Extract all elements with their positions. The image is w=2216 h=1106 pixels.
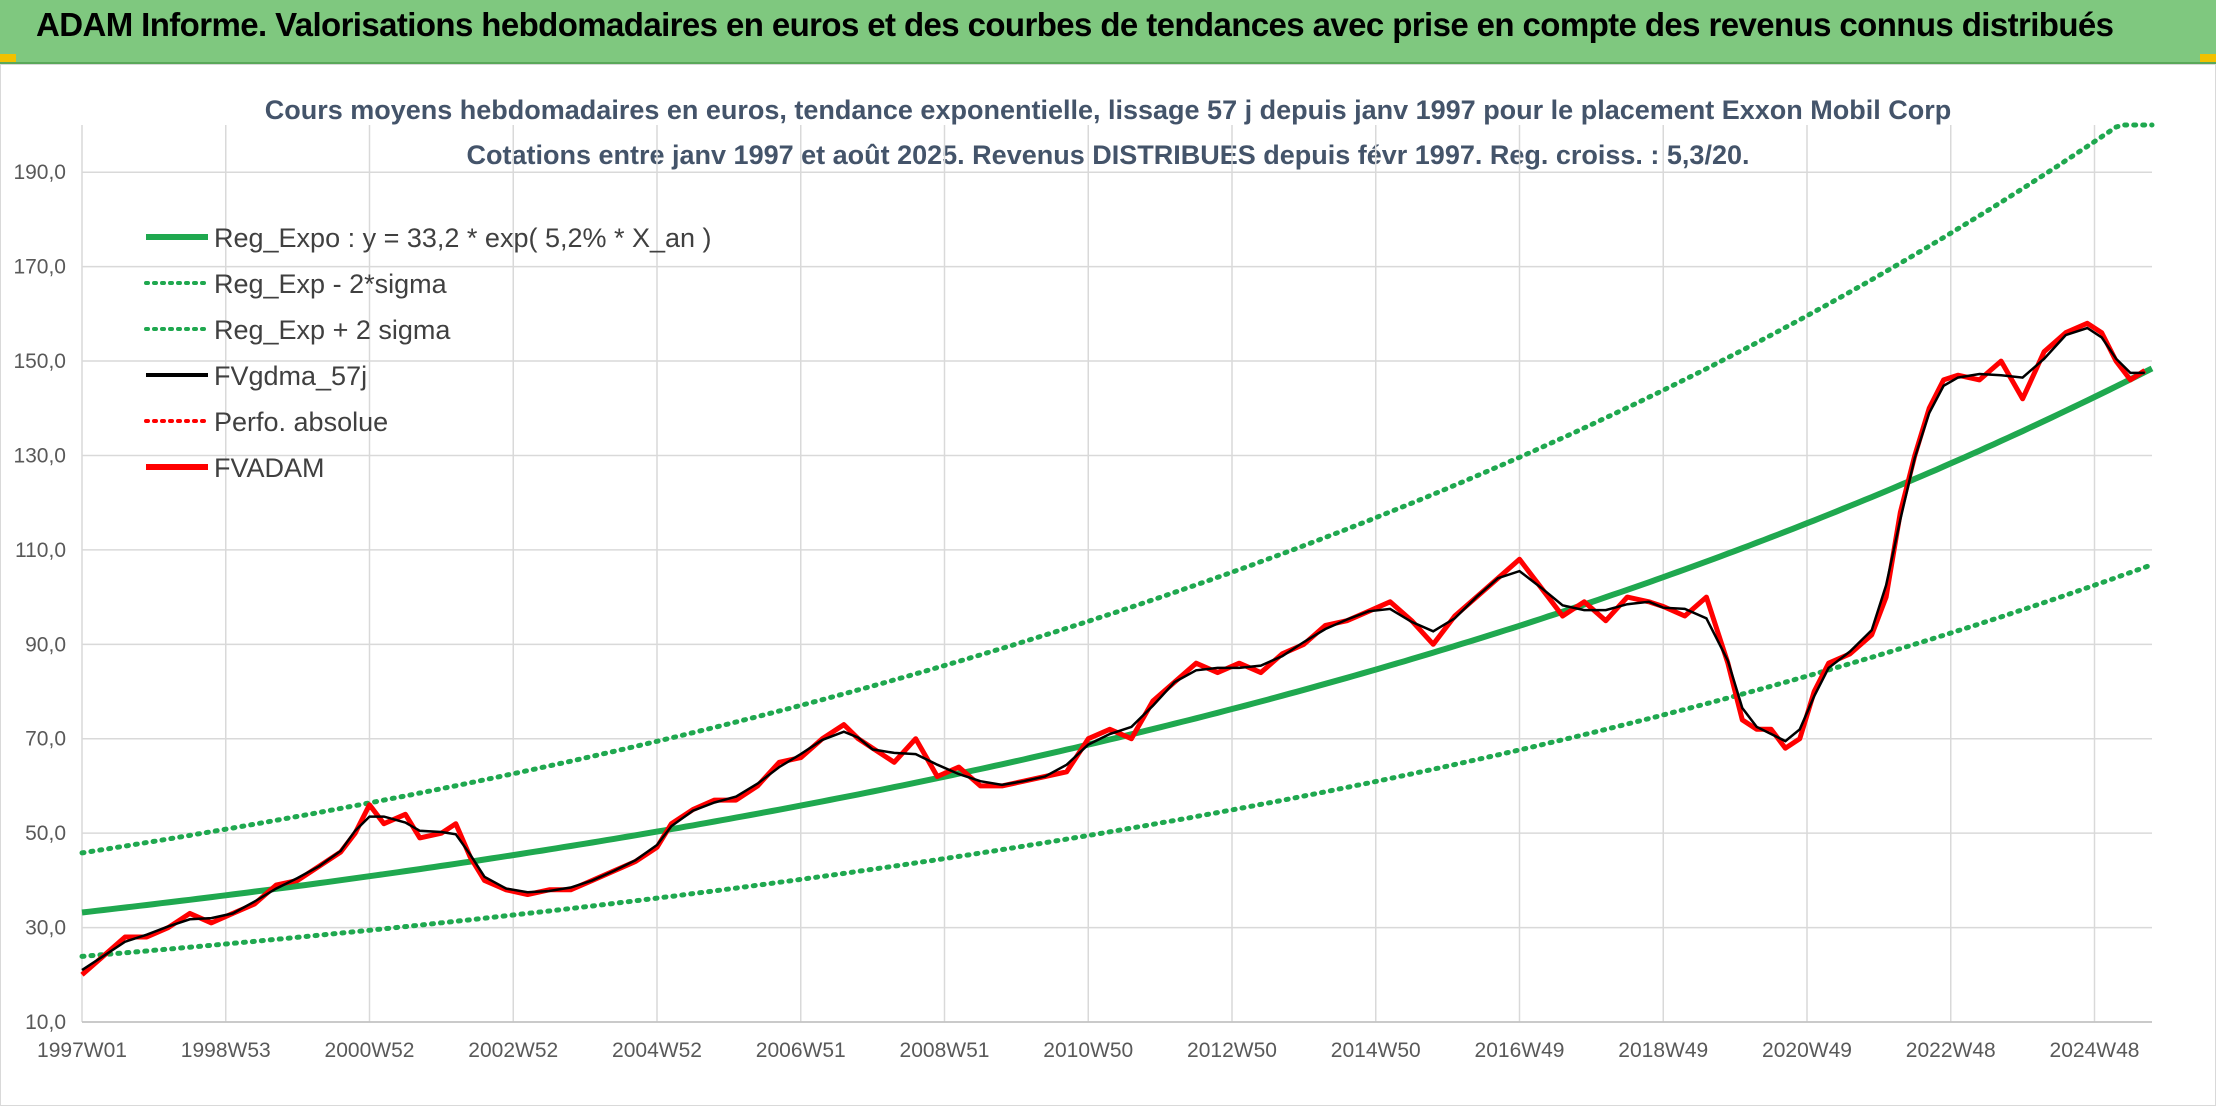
- y-tick-label: 190,0: [13, 161, 66, 184]
- legend-label: Reg_Expo : y = 33,2 * exp( 5,2% * X_an ): [214, 223, 712, 253]
- legend-label: Reg_Exp + 2 sigma: [214, 315, 451, 345]
- y-tick-label: 110,0: [15, 539, 66, 562]
- fvadam-line: [80, 320, 2147, 977]
- reg-expo-line: [81, 365, 2154, 916]
- corner-mark-right: [2200, 54, 2216, 62]
- x-tick-label: 2004W52: [612, 1039, 702, 1062]
- x-tick-label: 2006W51: [756, 1039, 846, 1062]
- fvgdma-57j-line: [81, 326, 2145, 972]
- y-tick-label: 50,0: [25, 822, 66, 845]
- plot-series: [79, 122, 2155, 977]
- legend-label: FVADAM: [214, 453, 325, 483]
- x-tick-label: 2010W50: [1043, 1039, 1133, 1062]
- x-tick-label: 2020W49: [1762, 1039, 1852, 1062]
- x-tick-label: 2000W52: [325, 1039, 415, 1062]
- y-tick-label: 10,0: [25, 1011, 66, 1034]
- report-title: ADAM Informe. Valorisations hebdomadaire…: [36, 6, 2114, 43]
- report-banner: ADAM Informe. Valorisations hebdomadaire…: [0, 0, 2216, 64]
- x-tick-label: 2002W52: [468, 1039, 558, 1062]
- y-tick-label: 130,0: [13, 444, 66, 467]
- grid-lines: [81, 125, 2152, 1023]
- legend-label: Reg_Exp - 2*sigma: [214, 269, 448, 299]
- x-tick-label: 2014W50: [1331, 1039, 1421, 1062]
- legend: Reg_Expo : y = 33,2 * exp( 5,2% * X_an )…: [144, 223, 712, 483]
- legend-label: Perfo. absolue: [214, 407, 388, 437]
- y-tick-label: 150,0: [13, 350, 66, 373]
- chart-subtitle: Cotations entre janv 1997 et août 2025. …: [467, 140, 1750, 170]
- x-axis: 1997W01 1998W53 2000W52 2002W52 2004W52 2006W…: [37, 1039, 2139, 1062]
- x-tick-label: 2012W50: [1187, 1039, 1277, 1062]
- x-tick-label: 2018W49: [1618, 1039, 1708, 1062]
- y-tick-label: 30,0: [25, 917, 66, 940]
- legend-label: FVgdma_57j: [214, 361, 367, 391]
- y-tick-label: 70,0: [25, 728, 66, 751]
- corner-mark-left: [0, 54, 16, 62]
- x-tick-label: 1998W53: [181, 1039, 271, 1062]
- y-tick-label: 170,0: [13, 256, 66, 279]
- x-tick-label: 2022W48: [1906, 1039, 1996, 1062]
- x-tick-label: 2024W48: [2050, 1039, 2140, 1062]
- x-tick-label: 2008W51: [900, 1039, 990, 1062]
- chart-title: Cours moyens hebdomadaires en euros, ten…: [265, 95, 1952, 125]
- y-tick-label: 90,0: [25, 633, 66, 656]
- y-axis: 10,0 30,0 50,0 70,0 90,0 110,0 130,0 150,0 170,0…: [13, 161, 66, 1034]
- reg-minus-2sigma-line: [79, 562, 2155, 959]
- reg-plus-2sigma-line: [79, 122, 2155, 856]
- x-tick-label: 1997W01: [37, 1039, 127, 1062]
- x-tick-label: 2016W49: [1475, 1039, 1565, 1062]
